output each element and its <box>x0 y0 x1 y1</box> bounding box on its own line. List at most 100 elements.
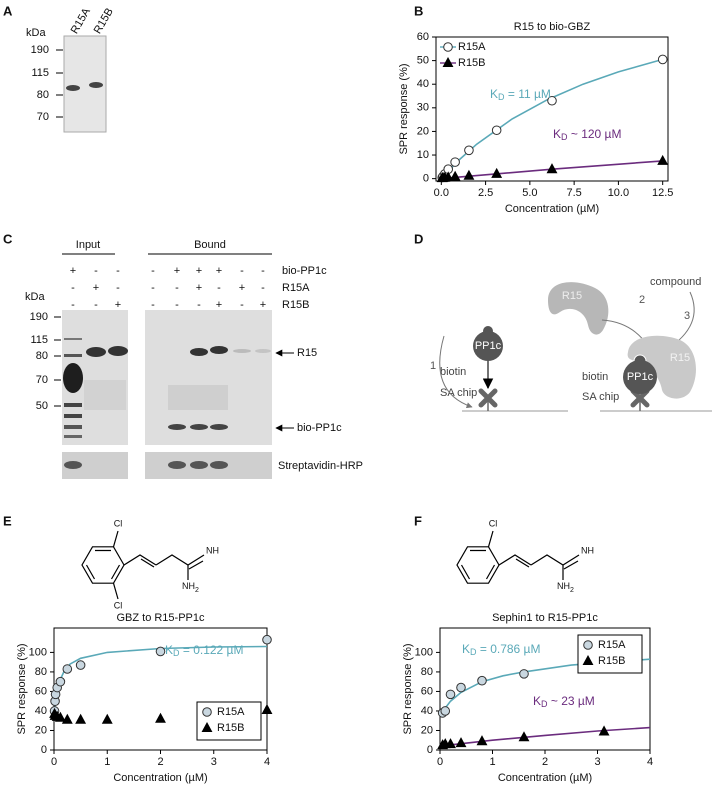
smear <box>168 385 228 410</box>
gel-a <box>63 35 107 133</box>
marker-triangle <box>101 713 113 724</box>
marker-circle <box>445 689 456 700</box>
legend-label: R15A <box>458 41 486 53</box>
marker-triangle <box>201 721 213 732</box>
atom-label: NH <box>581 545 594 555</box>
annotation-text: = 11 µM <box>505 87 551 101</box>
protein-label: PP1c <box>627 371 654 383</box>
x-tick-label: 2.5 <box>478 187 493 199</box>
marker-label: 190 <box>31 44 49 56</box>
annotation-sub: D <box>561 132 568 142</box>
x-tick-label: 12.5 <box>652 187 673 199</box>
marker-triangle <box>598 725 610 736</box>
marker-triangle <box>455 737 467 748</box>
y-tick-label: 30 <box>417 102 429 114</box>
y-tick-label: 60 <box>35 685 47 697</box>
protein-label: R15 <box>562 290 582 302</box>
marker-circle <box>464 145 474 156</box>
panel-label: A <box>3 3 13 18</box>
band <box>190 461 208 469</box>
condition-sign: - <box>197 299 201 311</box>
chart-title: Sephin1 to R15-PP1c <box>492 612 598 624</box>
y-tick-label: 20 <box>421 724 433 736</box>
band <box>210 346 228 354</box>
panel-label: D <box>414 231 423 246</box>
condition-sign: + <box>196 282 202 294</box>
y-tick-label: 0 <box>427 744 433 756</box>
marker-circle <box>519 669 529 679</box>
streptavidin <box>478 388 498 408</box>
atom-label: NH <box>182 581 195 591</box>
marker-label: 70 <box>37 111 49 123</box>
y-tick-label: 100 <box>29 646 47 658</box>
condition-label: bio-PP1c <box>282 265 327 277</box>
gel-c: Input Bound kDa R15 bio-PP1c Streptavidi… <box>25 239 363 479</box>
marker-circle <box>440 706 451 716</box>
marker-triangle <box>582 654 594 665</box>
annotation-text: = 0.122 µM <box>180 643 244 657</box>
marker-label: 115 <box>31 67 49 79</box>
x-tick-label: 3 <box>594 756 600 768</box>
pp1c <box>623 360 657 394</box>
condition-sign: - <box>240 265 244 277</box>
condition-sign: + <box>115 299 121 311</box>
legend-label: R15B <box>458 57 486 69</box>
condition-sign: + <box>196 265 202 277</box>
annotation-sub: D <box>498 92 505 102</box>
atom-label: NH2 <box>557 581 574 593</box>
marker-circle <box>477 675 487 686</box>
condition-sign: + <box>260 299 266 311</box>
band <box>168 461 186 469</box>
marker-circle <box>450 157 460 167</box>
x-tick-label: 0.0 <box>434 187 449 199</box>
lane-label: R15B <box>92 6 116 36</box>
y-tick-label: 40 <box>417 78 429 90</box>
unit-label: kDa <box>26 27 46 39</box>
y-tick-label: 100 <box>415 646 433 658</box>
band <box>64 354 82 357</box>
band <box>190 424 208 430</box>
marker-triangle <box>445 738 456 749</box>
condition-label: R15B <box>282 299 310 311</box>
y-tick-label: 60 <box>417 31 429 43</box>
band <box>255 349 271 353</box>
tag-label: biotin <box>582 371 608 383</box>
marker-triangle <box>476 735 488 746</box>
atom-label: NH <box>557 581 570 591</box>
smear <box>84 380 126 410</box>
y-tick-label: 20 <box>35 724 47 736</box>
band <box>233 349 251 353</box>
y-axis-label: SPR response (%) <box>402 643 414 734</box>
step-label: 1 <box>430 360 436 372</box>
marker-label: 50 <box>36 400 48 412</box>
plot-frame <box>435 36 669 182</box>
condition-sign: - <box>261 282 265 294</box>
atom-subscript: 2 <box>195 587 199 594</box>
annotation: KD = 0.122 µM <box>165 643 243 658</box>
condition-sign: - <box>94 299 98 311</box>
marker-circle <box>202 707 212 717</box>
condition-sign: + <box>93 282 99 294</box>
condition-sign: - <box>151 282 155 294</box>
structure-gbz: Cl Cl NH NH2 <box>81 518 219 610</box>
x-tick-label: 1 <box>104 756 110 768</box>
panel-label: B <box>414 3 423 18</box>
marker-triangle <box>442 171 454 182</box>
r15 <box>627 335 696 399</box>
band <box>108 346 128 356</box>
band <box>66 85 80 91</box>
band <box>64 425 82 429</box>
atom-label: Cl <box>489 518 498 528</box>
x-tick-label: 5.0 <box>522 187 537 199</box>
condition-sign: - <box>71 299 75 311</box>
y-tick-label: 80 <box>421 666 433 678</box>
marker-circle <box>155 646 166 657</box>
band-label: R15 <box>297 347 317 359</box>
atom-subscript: 2 <box>570 587 574 594</box>
panel-label: F <box>414 513 422 528</box>
marker-circle <box>456 682 466 693</box>
step-label: 3 <box>684 310 690 322</box>
step-arrow <box>439 335 473 409</box>
condition-sign: - <box>116 265 120 277</box>
annotation-text: ~ 120 µM <box>568 127 622 141</box>
